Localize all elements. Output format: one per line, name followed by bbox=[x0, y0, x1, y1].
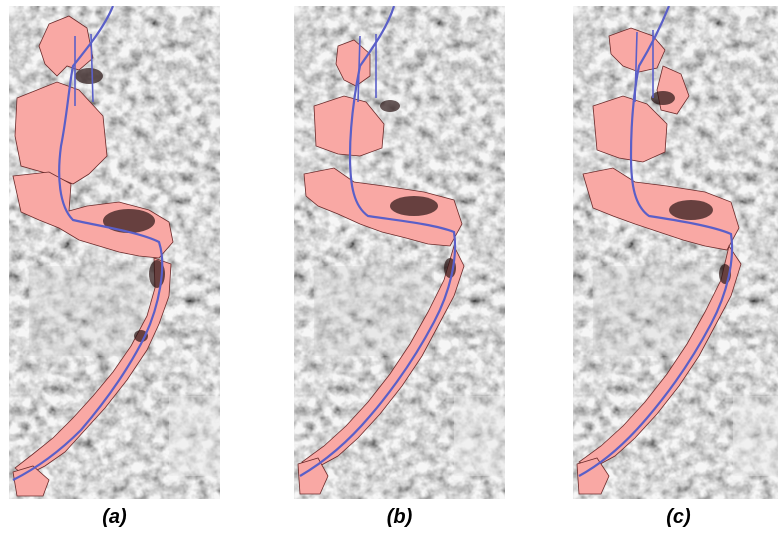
panel-b-caption: (b) bbox=[386, 506, 413, 528]
panel-a-caption: (a) bbox=[102, 506, 127, 528]
panel-a-image bbox=[9, 6, 220, 499]
river-line bbox=[299, 6, 457, 477]
panel-c-image bbox=[573, 6, 778, 499]
panel-c-caption: (c) bbox=[666, 506, 691, 528]
river-line bbox=[12, 6, 164, 481]
panel-b-image bbox=[294, 6, 505, 499]
